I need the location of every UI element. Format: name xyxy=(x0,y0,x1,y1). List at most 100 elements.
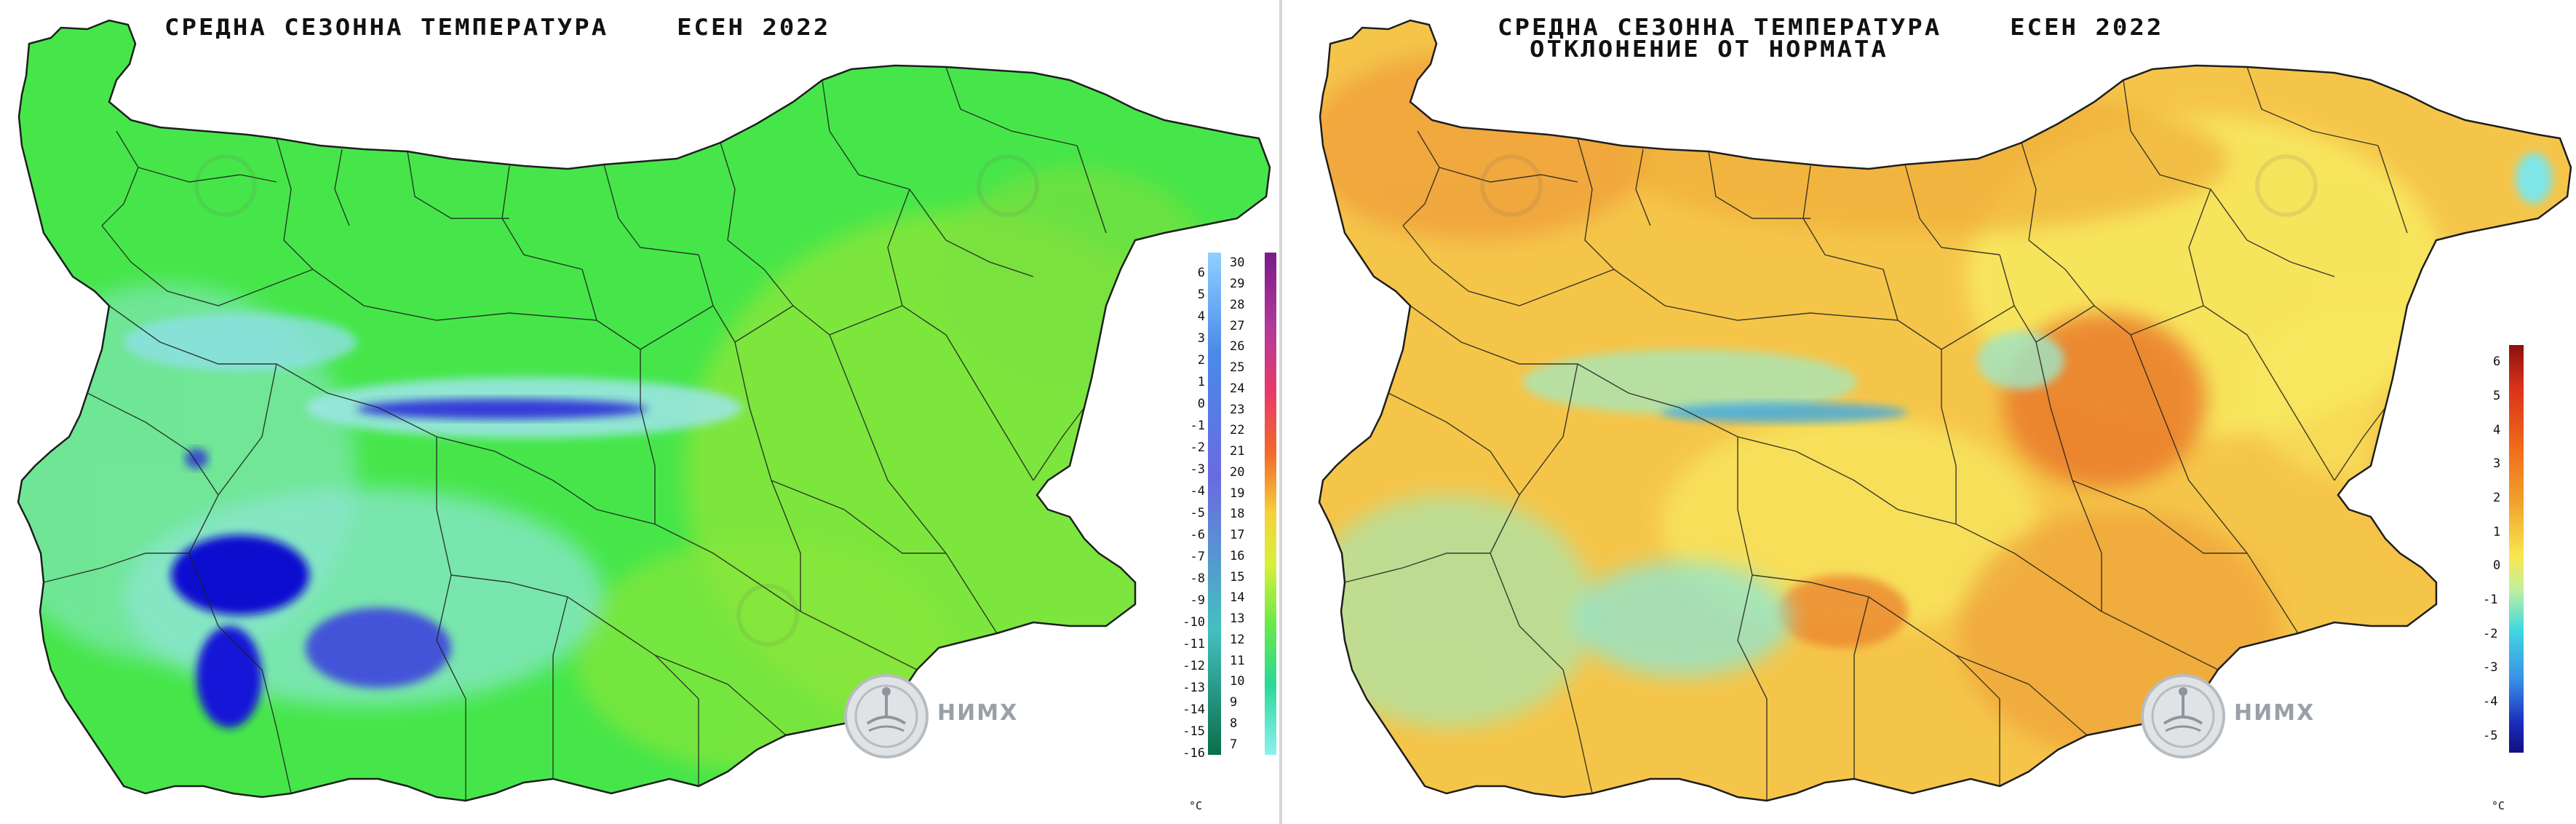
colorbar-tick-label: -14 xyxy=(1182,702,1205,717)
unit-label: °C xyxy=(2492,799,2505,812)
colorbar-tick-label: 2 xyxy=(1197,353,1205,368)
colorbar-tick-label: 3 xyxy=(1197,331,1205,346)
country-border xyxy=(17,19,1271,802)
colorbar-tick-label: -16 xyxy=(1182,746,1205,761)
colorbar-tick-label: 25 xyxy=(1230,360,1245,376)
colorbar-tick-label: 29 xyxy=(1230,277,1245,292)
province-borders xyxy=(1344,66,2408,801)
province-border-line xyxy=(1737,437,1768,801)
colorbar-tick-label: -13 xyxy=(1182,681,1205,695)
province-border-line xyxy=(108,305,277,365)
province-border-line xyxy=(1410,305,1578,365)
colorbar-tick-label: 21 xyxy=(1230,444,1245,459)
colorbar-tick-label: -1 xyxy=(1190,419,1205,433)
province-border-line xyxy=(101,130,139,226)
colorbar-tick-label: 19 xyxy=(1230,486,1245,501)
colorbar-tick-label: 26 xyxy=(1230,339,1245,354)
province-border-line xyxy=(1635,148,1651,226)
bulgaria-outline-fill xyxy=(18,20,1270,801)
province-borders xyxy=(43,66,1107,801)
watermark-logo xyxy=(193,153,258,221)
province-border-line xyxy=(1439,167,1578,183)
province-border-line xyxy=(43,552,189,583)
colorbar-tick-label: 15 xyxy=(1230,569,1245,585)
province-border-line xyxy=(1795,451,1957,525)
temperature-map xyxy=(17,19,1271,802)
colorbar-tick-label: -15 xyxy=(1182,724,1205,739)
colorbar-tick-label: 0 xyxy=(1197,397,1205,411)
colorbar-tick-label: 27 xyxy=(1230,318,1245,333)
country-border xyxy=(1318,19,2572,802)
province-border-line xyxy=(1752,574,2000,786)
province-border-line xyxy=(1955,523,2102,612)
province-border-line xyxy=(945,334,1034,481)
province-border-line xyxy=(501,165,583,270)
map-title: СРЕДНА СЕЗОННА ТЕМПЕРАТУРА ЕСЕН 2022 xyxy=(1498,14,2164,41)
colorbar-tick-label: -6 xyxy=(1190,528,1205,542)
colorbar-tick-label: -8 xyxy=(1190,571,1205,586)
province-border-line xyxy=(2072,480,2247,554)
province-border-line xyxy=(334,148,350,226)
colorbar-tick-label: 18 xyxy=(1230,507,1245,522)
colorbar-tick-label: 22 xyxy=(1230,423,1245,438)
colorbar-tick-label: 17 xyxy=(1230,528,1245,543)
colorbar-tick-label: 2 xyxy=(2493,491,2501,505)
province-border-line xyxy=(494,451,656,525)
panel-divider xyxy=(1279,0,1282,824)
province-border-line xyxy=(654,654,787,736)
colorbar-tick-label: -1 xyxy=(2483,593,2498,607)
province-border-line xyxy=(1577,138,1615,270)
colorbar-tick-label: 24 xyxy=(1230,381,1245,396)
province-border-line xyxy=(603,164,699,255)
province-border-line xyxy=(720,142,765,270)
colorbar-tick-label: -9 xyxy=(1190,593,1205,608)
colorbar-tick-label: -2 xyxy=(1190,440,1205,455)
province-border-line xyxy=(2021,142,2066,270)
map-title: СРЕДНА СЕЗОННА ТЕМПЕРАТУРА ЕСЕН 2022 xyxy=(164,14,831,41)
province-border-line xyxy=(450,574,699,786)
province-border-line xyxy=(1802,165,1884,270)
colorbar-tick-label: 9 xyxy=(1230,695,1238,710)
colorbar-tick-label: 3 xyxy=(2493,456,2501,472)
province-border-line xyxy=(640,349,656,524)
province-border-line xyxy=(698,254,794,343)
colorbar-tick-label: 8 xyxy=(1230,716,1238,731)
province-border-line xyxy=(1388,392,1520,496)
province-border-line xyxy=(1577,363,1797,452)
nimh-logo-icon xyxy=(2139,673,2227,763)
province-border-line xyxy=(2246,66,2379,146)
province-border-line xyxy=(1853,596,1869,779)
colorbar-tick-label: 12 xyxy=(1230,632,1245,647)
colorbar-tick-label: -4 xyxy=(2483,694,2498,709)
province-border-line xyxy=(312,269,597,321)
province-border-line xyxy=(552,596,568,779)
colorbar-tick-label: 1 xyxy=(2493,524,2501,539)
province-border-line xyxy=(188,552,292,794)
province-border-line xyxy=(1402,130,1440,226)
seasonal-temperature-map-panel: СРЕДНА СЕЗОННА ТЕМПЕРАТУРА ЕСЕН 2022 6 5 4… xyxy=(0,0,1279,824)
province-border-line xyxy=(2123,79,2211,190)
colorbar-tick-label: 7 xyxy=(1230,737,1238,752)
province-border-line xyxy=(1033,407,1085,481)
province-border-line xyxy=(1076,145,1107,234)
province-border-line xyxy=(800,611,918,670)
province-border-line xyxy=(1490,363,1578,554)
province-border-line xyxy=(1613,269,1899,321)
province-border-line xyxy=(407,151,509,219)
province-border-line xyxy=(2064,269,2204,336)
province-border-line xyxy=(2246,334,2335,481)
province-border-line xyxy=(1904,164,2000,255)
province-border-line xyxy=(822,79,910,190)
anomaly-map xyxy=(1318,19,2572,802)
colorbar-tick-label: 10 xyxy=(1230,674,1245,689)
colorbar-tick-label: 13 xyxy=(1230,611,1245,627)
province-border-line xyxy=(87,392,219,496)
colorbar-tick-label: 0 xyxy=(2493,558,2501,574)
colorbar-tick-label: -7 xyxy=(1190,550,1205,564)
province-border-line xyxy=(436,437,466,801)
province-border-line xyxy=(887,189,947,336)
province-border-line xyxy=(1402,225,1615,306)
colorbar-tick-label: 28 xyxy=(1230,297,1245,312)
colorbar-negative xyxy=(1208,253,1221,755)
province-border-line xyxy=(945,66,1078,146)
